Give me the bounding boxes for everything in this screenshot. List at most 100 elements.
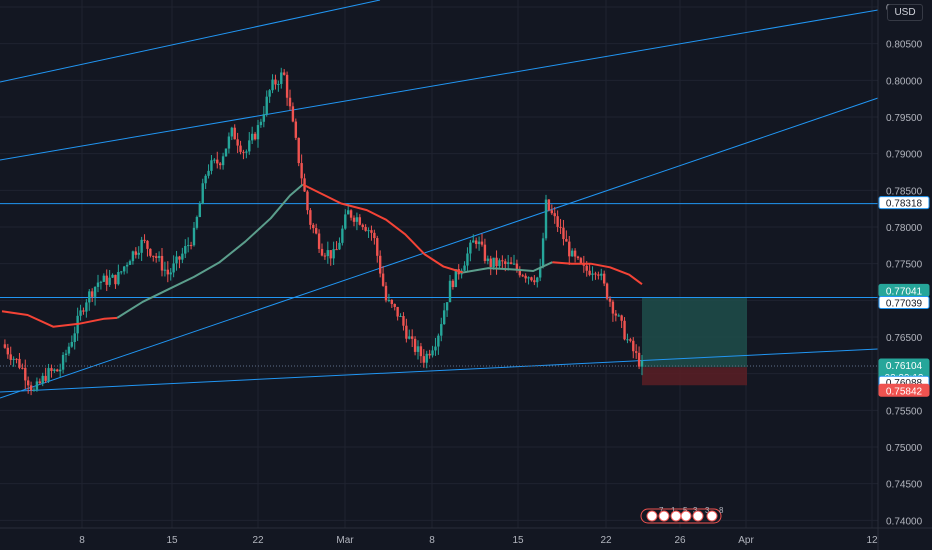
candle-body[interactable] [518,269,522,276]
candle-body[interactable] [18,358,21,368]
candle-body[interactable] [640,360,644,367]
candle-body[interactable] [536,277,539,283]
candle-body[interactable] [346,210,350,215]
candle-body[interactable] [585,265,588,271]
candle-body[interactable] [396,306,399,317]
candle-body[interactable] [236,139,239,146]
candle-body[interactable] [317,233,321,249]
candle-body[interactable] [611,301,615,314]
candle-body[interactable] [541,238,545,268]
candle-body[interactable] [314,228,318,234]
candle-body[interactable] [184,246,187,254]
candle-body[interactable] [53,369,56,371]
candle-body[interactable] [285,74,289,98]
trend-line[interactable] [0,97,879,399]
trend-line[interactable] [0,9,879,161]
candle-body[interactable] [504,261,507,265]
candle-body[interactable] [405,325,408,339]
candle-body[interactable] [29,385,33,391]
candle-body[interactable] [550,210,554,214]
candle-body[interactable] [111,274,114,278]
candle-body[interactable] [221,156,225,166]
candle-body[interactable] [15,358,18,360]
candle-body[interactable] [160,255,164,271]
candle-body[interactable] [556,216,559,227]
candle-body[interactable] [335,249,338,251]
candle-body[interactable] [323,255,327,257]
candle-body[interactable] [637,352,641,367]
candle-body[interactable] [387,299,391,301]
candle-body[interactable] [50,368,53,371]
candle-body[interactable] [634,351,638,353]
candle-body[interactable] [533,280,536,283]
moving-average-line[interactable] [552,261,643,286]
candle-body[interactable] [67,346,71,354]
candle-body[interactable] [399,316,402,318]
candle-body[interactable] [440,324,443,336]
moving-average-line[interactable] [116,183,304,319]
candle-body[interactable] [597,274,600,276]
candle-body[interactable] [501,260,504,262]
candle-body[interactable] [425,353,428,363]
candle-body[interactable] [157,255,161,258]
candle-body[interactable] [213,159,216,161]
candle-body[interactable] [38,381,42,384]
candle-body[interactable] [154,256,158,258]
candle-body[interactable] [56,369,59,372]
candle-body[interactable] [198,203,202,217]
candle-body[interactable] [102,275,106,282]
candle-body[interactable] [96,282,100,287]
candle-body[interactable] [9,354,12,360]
candle-body[interactable] [137,252,140,255]
candle-body[interactable] [24,367,27,381]
candle-body[interactable] [512,263,516,265]
candle-body[interactable] [320,248,324,256]
candle-body[interactable] [175,256,178,264]
candle-body[interactable] [122,266,126,272]
candle-body[interactable] [344,214,347,229]
candle-body[interactable] [506,262,510,265]
candle-body[interactable] [166,269,170,275]
candle-body[interactable] [125,264,129,267]
candle-body[interactable] [602,273,606,284]
candle-body[interactable] [445,302,449,311]
moving-average-line[interactable] [462,261,553,274]
candle-body[interactable] [474,240,478,245]
candle-body[interactable] [163,269,167,271]
candle-body[interactable] [521,275,524,277]
candle-body[interactable] [41,375,44,384]
candle-body[interactable] [58,369,62,372]
candle-body[interactable] [99,281,103,283]
candle-body[interactable] [262,114,266,122]
candle-body[interactable] [280,72,283,84]
candle-body[interactable] [146,240,149,249]
candle-body[interactable] [431,350,434,356]
target-zone[interactable] [642,297,747,368]
candle-body[interactable] [291,106,295,122]
candle-body[interactable] [469,242,472,254]
candle-body[interactable] [169,272,172,275]
candle-body[interactable] [189,245,193,247]
candle-body[interactable] [594,273,597,275]
candle-body[interactable] [90,291,94,297]
candle-body[interactable] [588,270,591,275]
candle-body[interactable] [591,273,594,275]
candle-body[interactable] [579,258,583,264]
candle-body[interactable] [614,313,618,316]
candle-body[interactable] [442,310,446,325]
candle-body[interactable] [338,242,341,250]
economic-events-bar[interactable] [640,508,722,524]
candle-body[interactable] [297,137,300,164]
candle-body[interactable] [152,255,155,257]
candle-body[interactable] [233,127,236,140]
candle-body[interactable] [256,125,260,140]
candle-body[interactable] [26,380,30,386]
candle-body[interactable] [6,347,10,355]
candle-body[interactable] [12,358,15,360]
trend-line[interactable] [0,0,381,83]
candle-body[interactable] [509,262,513,265]
candle-body[interactable] [617,315,620,317]
candle-body[interactable] [515,263,519,270]
candle-body[interactable] [623,320,626,340]
